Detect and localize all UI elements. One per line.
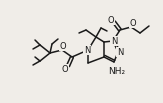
Text: NH₂: NH₂ (108, 67, 126, 77)
Text: N: N (111, 36, 117, 46)
Text: O: O (108, 15, 114, 25)
Text: N: N (117, 47, 123, 57)
Text: O: O (62, 64, 68, 74)
Text: O: O (130, 19, 136, 28)
Text: O: O (60, 42, 66, 50)
Text: N: N (84, 46, 90, 54)
